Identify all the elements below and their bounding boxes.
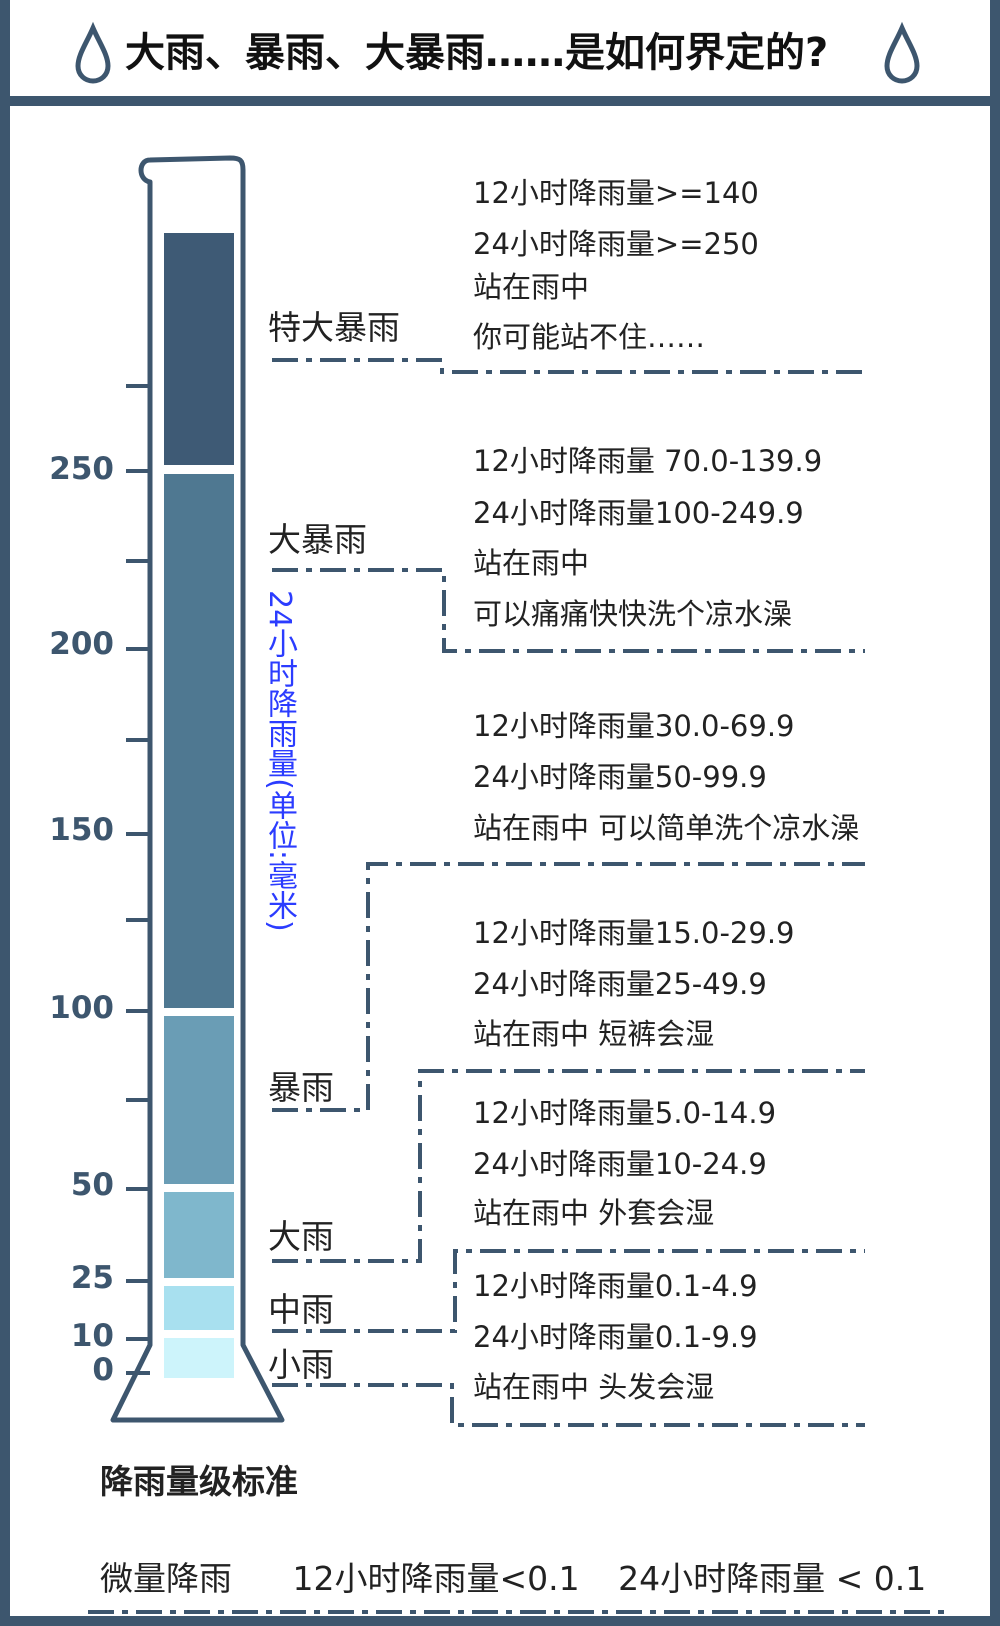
segment-moderate-rain (164, 1286, 234, 1330)
gauge-caption: 降雨量级标准 (100, 1462, 298, 1501)
level-desc-line: 24小时降雨量50-99.9 (473, 760, 767, 794)
level-desc-line: 12小时降雨量30.0-69.9 (473, 709, 795, 743)
level-name-extreme-rainstorm: 特大暴雨 (268, 308, 400, 347)
leader-moderate-rain (272, 1249, 865, 1333)
axis-tick-label: 0 (92, 1352, 114, 1388)
level-desc-line: 12小时降雨量>=140 (473, 176, 759, 210)
leader-light-rain (272, 1383, 865, 1427)
level-name-moderate-rain: 中雨 (268, 1290, 334, 1329)
axis-ticks (126, 384, 150, 1375)
segment-heavy-rain (164, 1192, 234, 1278)
segment-light-rain (164, 1338, 234, 1378)
water-drop-icon-right (884, 21, 920, 84)
level-desc-line: 12小时降雨量0.1-4.9 (473, 1269, 758, 1303)
axis-tick-label: 50 (70, 1167, 114, 1203)
level-desc-line: 24小时降雨量>=250 (473, 227, 759, 261)
leader-heavy-rain (272, 1069, 865, 1263)
level-desc-line: 站在雨中 可以简单洗个凉水澡 (473, 811, 860, 845)
axis-tick-label: 100 (49, 990, 114, 1026)
level-name-heavy-rainstorm: 大暴雨 (268, 520, 367, 559)
axis-title: 24小时降雨量(单位:毫米) (262, 590, 297, 932)
segment-extreme-rainstorm (164, 233, 234, 465)
level-desc-line: 站在雨中 头发会湿 (473, 1370, 715, 1404)
level-desc-line: 12小时降雨量 70.0-139.9 (473, 444, 823, 478)
level-name-heavy-rain: 大雨 (268, 1217, 334, 1256)
trace-rain-12h: 12小时降雨量<0.1 (292, 1559, 580, 1598)
axis-tick-label: 10 (70, 1318, 114, 1354)
segment-rainstorm (164, 1016, 234, 1184)
trace-rain-24h: 24小时降雨量 < 0.1 (618, 1559, 927, 1598)
leader-heavy-rainstorm (272, 568, 865, 653)
level-desc-line: 12小时降雨量15.0-29.9 (473, 916, 795, 950)
graduated-cylinder (110, 155, 285, 1423)
level-desc-line: 站在雨中 外套会湿 (473, 1196, 715, 1230)
level-desc-line: 24小时降雨量10-24.9 (473, 1147, 767, 1181)
segment-heavy-rainstorm (164, 474, 234, 1008)
page-title: 大雨、暴雨、大暴雨……是如何界定的? (125, 30, 829, 76)
axis-tick-label: 25 (70, 1260, 114, 1296)
level-desc-line: 站在雨中 短裤会湿 (473, 1017, 715, 1051)
rainfall-segments (164, 233, 234, 1378)
level-name-rainstorm: 暴雨 (268, 1068, 334, 1107)
axis-tick-label: 250 (49, 451, 114, 487)
level-desc-line: 24小时降雨量0.1-9.9 (473, 1320, 758, 1354)
header-divider (0, 96, 1000, 106)
level-desc-line: 12小时降雨量5.0-14.9 (473, 1096, 777, 1130)
level-desc-line: 你可能站不住…… (473, 320, 706, 354)
level-name-light-rain: 小雨 (268, 1345, 334, 1384)
water-drop-icon-left (75, 21, 111, 84)
axis-tick-label: 200 (49, 626, 114, 662)
level-desc-line: 站在雨中 (473, 546, 590, 580)
leader-lines (88, 358, 950, 1614)
trace-rain-label: 微量降雨 (100, 1559, 232, 1598)
level-desc-line: 24小时降雨量25-49.9 (473, 967, 767, 1001)
level-desc-line: 站在雨中 (473, 270, 590, 304)
level-desc-line: 24小时降雨量100-249.9 (473, 496, 804, 530)
leader-extreme-rainstorm (272, 358, 865, 374)
level-desc-line: 可以痛痛快快洗个凉水澡 (473, 597, 793, 631)
trace-rain-row: 微量降雨 12小时降雨量<0.1 24小时降雨量 < 0.1 (100, 1552, 926, 1600)
axis-tick-label: 150 (49, 812, 114, 848)
leader-rainstorm (272, 862, 865, 1112)
